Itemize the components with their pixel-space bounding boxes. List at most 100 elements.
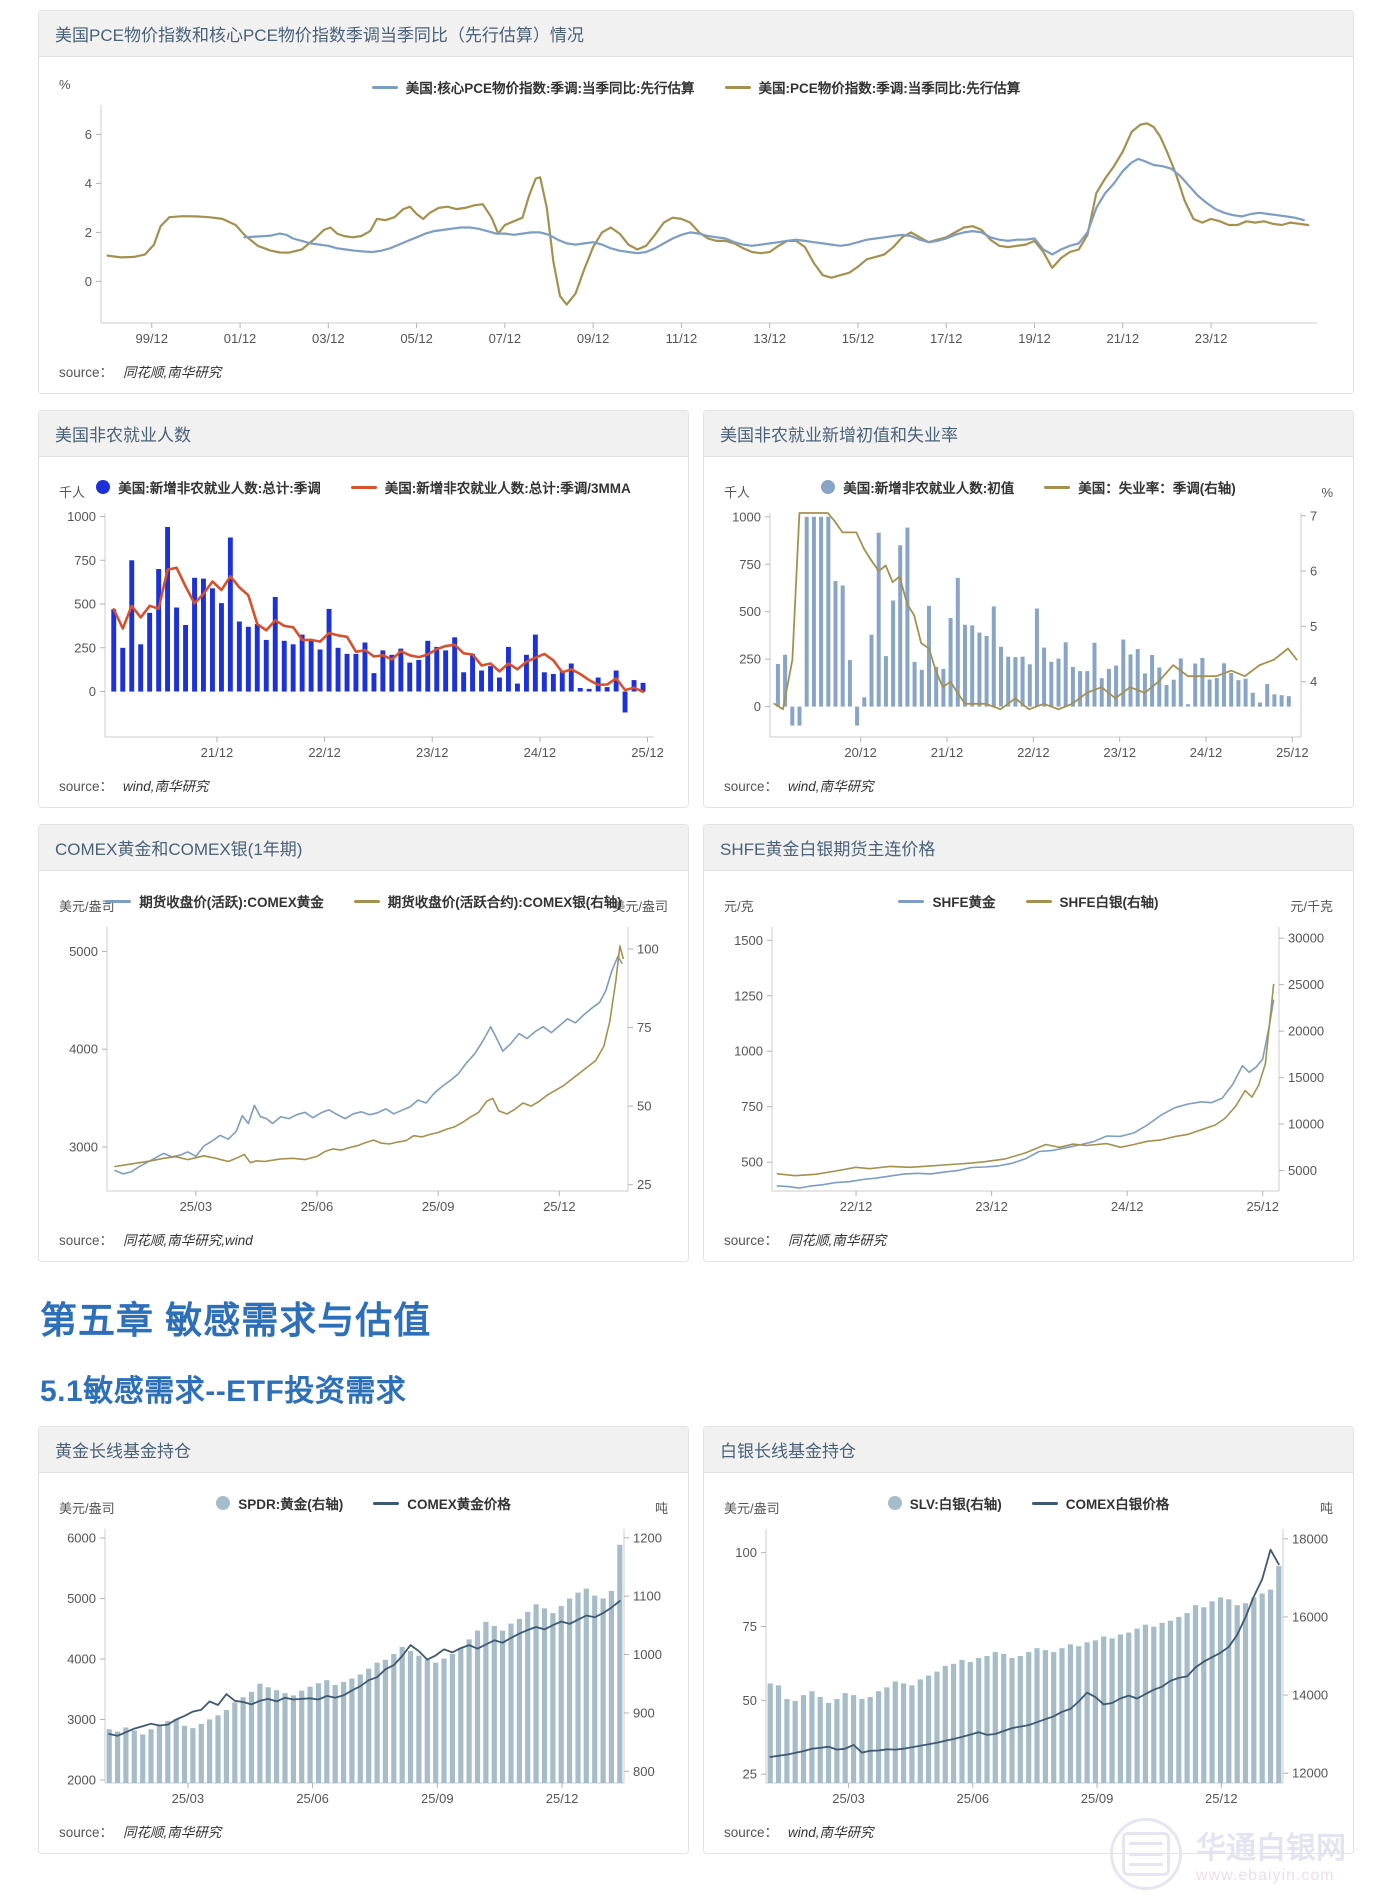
svg-text:4000: 4000 — [67, 1652, 96, 1667]
svg-text:5000: 5000 — [69, 944, 98, 959]
svg-text:23/12: 23/12 — [1195, 331, 1228, 346]
svg-text:500: 500 — [741, 1155, 763, 1170]
subsection-heading: 5.1敏感需求--ETF投资需求 — [40, 1375, 407, 1408]
panel-title-nonfarm-initial: 美国非农就业新增初值和失业率 — [704, 411, 1353, 457]
svg-text:25/06: 25/06 — [301, 1199, 334, 1214]
svg-text:21/12: 21/12 — [201, 745, 234, 760]
svg-text:25/06: 25/06 — [957, 1791, 990, 1806]
panel-body-pce: 0 2 4 6 99/12 01/12 03/12 05/12 07/12 09/12 11/12 1… — [39, 57, 1353, 393]
panel-shfe: SHFE黄金白银期货主连价格 1500 1250 1000 750 500 30000 25… — [703, 824, 1354, 1262]
svg-text:7: 7 — [1310, 508, 1317, 523]
report-content: 美国PCE物价指数和核心PCE物价指数季调当季同比（先行估算）情况 0 2 4 6 99… — [38, 10, 1354, 1854]
svg-text:23/12: 23/12 — [1103, 745, 1136, 760]
source-row: source： 同花顺,南华研究 — [724, 1229, 1341, 1249]
svg-text:吨: 吨 — [1320, 1501, 1333, 1516]
chart-svg: 1500 1250 1000 750 500 30000 25000 20000 15000 10… — [724, 899, 1333, 1214]
shfe-gold-silver-chart: 1500 1250 1000 750 500 30000 25000 20000 15000 10… — [716, 879, 1341, 1225]
watermark: 华通白银网 www.ebaiyin.com — [1110, 1818, 1346, 1890]
source-label: source： — [724, 1825, 779, 1840]
svg-text:03/12: 03/12 — [312, 331, 345, 346]
svg-text:22/12: 22/12 — [308, 745, 341, 760]
panel-title-nonfarm-total: 美国非农就业人数 — [39, 411, 688, 457]
svg-text:750: 750 — [74, 553, 96, 568]
svg-text:25/12: 25/12 — [546, 1791, 579, 1806]
svg-text:3000: 3000 — [67, 1712, 96, 1727]
svg-text:美元/盎司: 美元/盎司 — [612, 899, 668, 914]
source-value: wind,南华研究 — [788, 779, 874, 794]
svg-text:1200: 1200 — [633, 1530, 662, 1545]
svg-text:2000: 2000 — [67, 1772, 96, 1787]
watermark-logo-icon — [1110, 1818, 1182, 1890]
chapter-heading: 第五章 敏感需求与估值 — [40, 1300, 432, 1341]
svg-text:吨: 吨 — [655, 1501, 668, 1516]
gold-fund-holdings-chart: 6000 5000 4000 3000 2000 1200 1100 1000 900 800 25… — [51, 1481, 676, 1817]
svg-text:20000: 20000 — [1288, 1024, 1324, 1039]
source-value: 同花顺,南华研究 — [123, 365, 222, 380]
svg-text:3000: 3000 — [69, 1140, 98, 1155]
svg-text:25/12: 25/12 — [1246, 1199, 1279, 1214]
svg-text:%: % — [59, 77, 71, 92]
svg-text:6: 6 — [1310, 564, 1317, 579]
panel-nonfarm-initial: 美国非农就业新增初值和失业率 1000 750 500 250 0 7 6 5 4 20/12 21… — [703, 410, 1354, 808]
svg-text:1000: 1000 — [67, 509, 96, 524]
watermark-site-name: 华通白银网 — [1196, 1832, 1346, 1865]
svg-text:05/12: 05/12 — [400, 331, 433, 346]
source-row: source： wind,南华研究 — [724, 1821, 1341, 1841]
nonfarm-total-chart: 1000 750 500 250 0 21/12 22/12 23/12 24/12 25/12 千… — [51, 465, 676, 771]
svg-text:30000: 30000 — [1288, 931, 1324, 946]
svg-text:0: 0 — [85, 274, 92, 289]
svg-text:10000: 10000 — [1288, 1117, 1324, 1132]
svg-text:750: 750 — [739, 557, 761, 572]
svg-text:元/克: 元/克 — [724, 899, 754, 914]
panel-title-silver-fund: 白银长线基金持仓 — [704, 1427, 1353, 1473]
svg-text:4: 4 — [1310, 674, 1317, 689]
svg-text:千人: 千人 — [59, 485, 85, 500]
panel-body-comex: 5000 4000 3000 100 75 50 25 25/03 25/06 25/09 25/1… — [39, 871, 688, 1261]
svg-text:500: 500 — [74, 597, 96, 612]
svg-text:25/12: 25/12 — [543, 1199, 576, 1214]
svg-text:50: 50 — [637, 1099, 651, 1114]
svg-text:250: 250 — [74, 640, 96, 655]
source-value: 同花顺,南华研究 — [123, 1825, 222, 1840]
row-etf-holdings: 黄金长线基金持仓 6000 5000 4000 3000 2000 1200 1100 100… — [38, 1426, 1354, 1854]
source-value: 同花顺,南华研究 — [788, 1233, 887, 1248]
svg-text:24/12: 24/12 — [524, 745, 557, 760]
panel-body-shfe: 1500 1250 1000 750 500 30000 25000 20000 15000 10… — [704, 871, 1353, 1261]
source-row: source： wind,南华研究 — [59, 775, 676, 795]
chart-svg: 1000 750 500 250 0 7 6 5 4 20/12 21/12 22/12 23/12 24… — [724, 485, 1333, 760]
svg-text:25/12: 25/12 — [1205, 1791, 1238, 1806]
source-label: source： — [59, 1825, 114, 1840]
svg-text:24/12: 24/12 — [1190, 745, 1223, 760]
svg-text:6000: 6000 — [67, 1531, 96, 1546]
row-futures: COMEX黄金和COMEX银(1年期) 5000 4000 3000 100 75 50 2… — [38, 824, 1354, 1262]
source-label: source： — [59, 779, 114, 794]
svg-text:25: 25 — [743, 1767, 757, 1782]
svg-text:25: 25 — [637, 1177, 651, 1192]
source-label: source： — [59, 365, 114, 380]
svg-text:25/03: 25/03 — [180, 1199, 213, 1214]
svg-text:22/12: 22/12 — [1017, 745, 1050, 760]
svg-text:5000: 5000 — [1288, 1163, 1317, 1178]
svg-text:75: 75 — [743, 1619, 757, 1634]
svg-text:25/09: 25/09 — [421, 1791, 454, 1806]
chart-svg: 5000 4000 3000 100 75 50 25 25/03 25/06 25/09 25/1… — [59, 899, 668, 1214]
panel-title-shfe: SHFE黄金白银期货主连价格 — [704, 825, 1353, 871]
svg-text:500: 500 — [739, 604, 761, 619]
svg-text:100: 100 — [735, 1545, 757, 1560]
svg-text:1500: 1500 — [734, 933, 763, 948]
svg-text:4000: 4000 — [69, 1042, 98, 1057]
svg-text:100: 100 — [637, 942, 659, 957]
panel-pce: 美国PCE物价指数和核心PCE物价指数季调当季同比（先行估算）情况 0 2 4 6 99… — [38, 10, 1354, 394]
nonfarm-initial-chart: 1000 750 500 250 0 7 6 5 4 20/12 21/12 22/12 23/12 24… — [716, 465, 1341, 771]
source-row: source： 同花顺,南华研究 — [59, 1821, 676, 1841]
svg-text:11/12: 11/12 — [666, 331, 698, 346]
svg-text:25/12: 25/12 — [631, 745, 664, 760]
panel-title-comex: COMEX黄金和COMEX银(1年期) — [39, 825, 688, 871]
svg-text:1000: 1000 — [734, 1044, 763, 1059]
svg-text:23/12: 23/12 — [975, 1199, 1008, 1214]
source-label: source： — [724, 1233, 779, 1248]
panel-comex: COMEX黄金和COMEX银(1年期) 5000 4000 3000 100 75 50 2… — [38, 824, 689, 1262]
row-nonfarm: 美国非农就业人数 1000 750 500 250 0 21/12 22/12 23/12 24… — [38, 410, 1354, 808]
svg-text:07/12: 07/12 — [489, 331, 522, 346]
svg-text:14000: 14000 — [1292, 1688, 1328, 1703]
